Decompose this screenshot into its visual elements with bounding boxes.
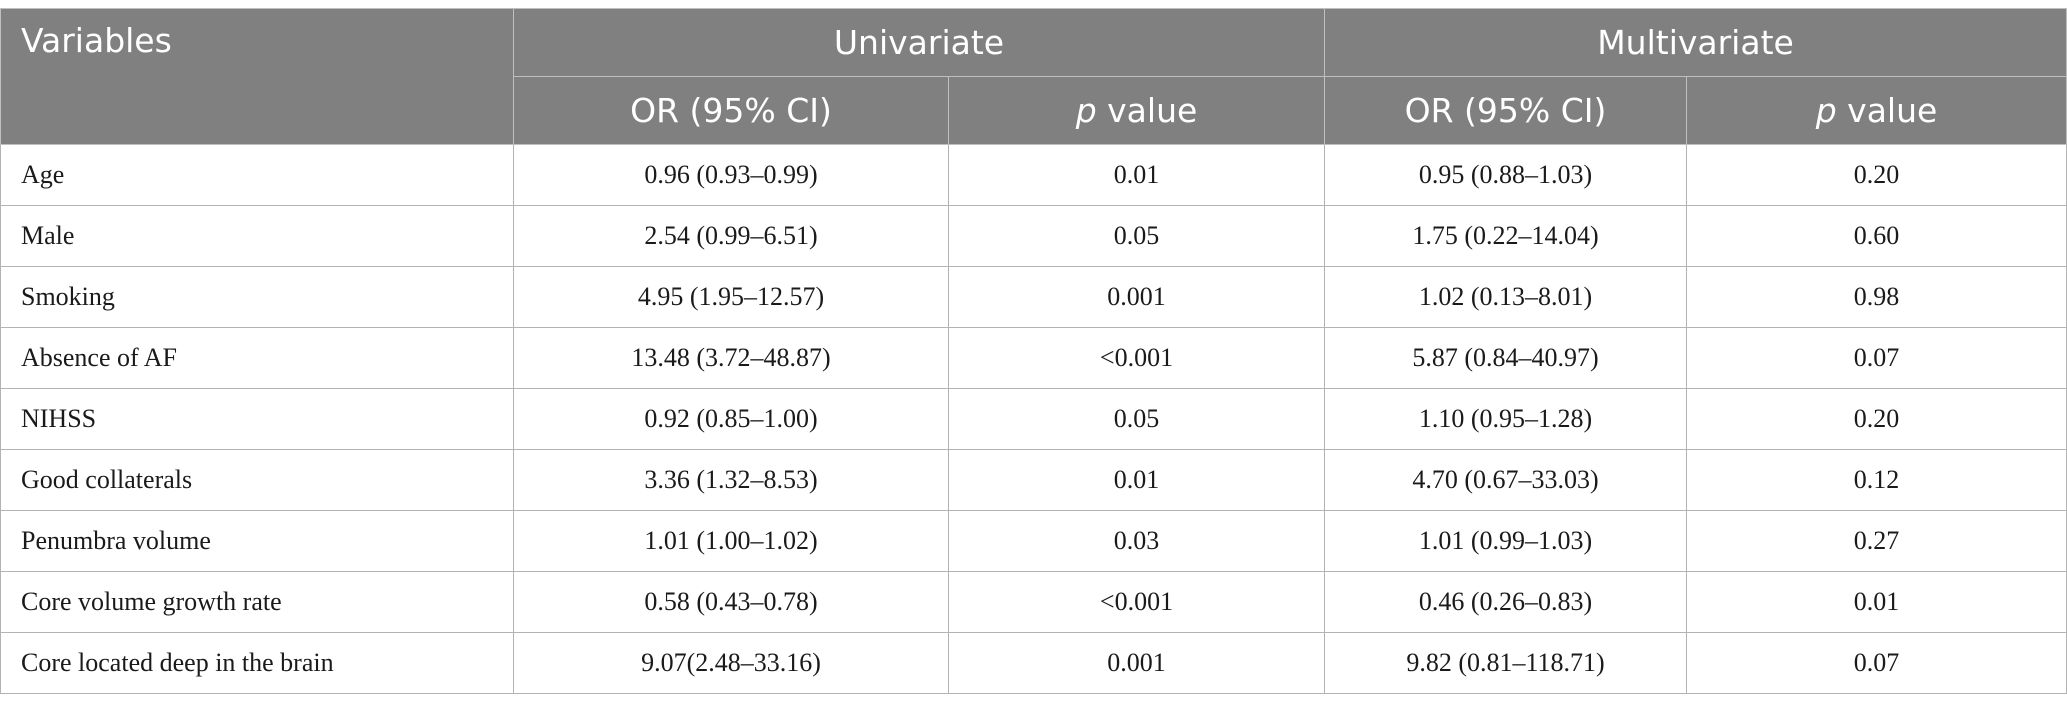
multivariate-p: 0.27: [1686, 510, 2067, 572]
multivariate-or: 1.01 (0.99–1.03): [1324, 510, 1688, 572]
table-header: Variables Univariate Multivariate OR (95…: [0, 8, 2067, 145]
multivariate-p: 0.12: [1686, 449, 2067, 511]
variable-name: Penumbra volume: [0, 510, 514, 572]
header-uni-p: p value: [947, 76, 1326, 145]
multivariate-p: 0.60: [1686, 205, 2067, 267]
table-row: Absence of AF 13.48 (3.72–48.87) <0.001 …: [0, 327, 2067, 389]
univariate-or: 1.01 (1.00–1.02): [513, 510, 949, 572]
table-row: Penumbra volume 1.01 (1.00–1.02) 0.03 1.…: [0, 510, 2067, 572]
multivariate-or: 0.46 (0.26–0.83): [1324, 571, 1688, 633]
header-multi-p: p value: [1686, 76, 2067, 145]
univariate-or: 9.07(2.48–33.16): [513, 632, 949, 694]
multivariate-or: 1.10 (0.95–1.28): [1324, 388, 1688, 450]
univariate-or: 0.92 (0.85–1.00): [513, 388, 949, 450]
multivariate-p: 0.20: [1686, 144, 2067, 206]
variable-name: NIHSS: [0, 388, 514, 450]
univariate-or: 0.96 (0.93–0.99): [513, 144, 949, 206]
header-uni-or: OR (95% CI): [513, 76, 949, 145]
multivariate-p: 0.98: [1686, 266, 2067, 328]
header-univariate: Univariate: [512, 8, 1326, 77]
univariate-p: 0.001: [947, 632, 1326, 694]
variable-name: Smoking: [0, 266, 514, 328]
multivariate-p: 0.07: [1686, 632, 2067, 694]
variable-name: Absence of AF: [0, 327, 514, 389]
univariate-p: 0.05: [947, 388, 1326, 450]
p-suffix: value: [1836, 91, 1938, 130]
table-container: Variables Univariate Multivariate OR (95…: [0, 8, 2067, 694]
univariate-p: 0.01: [947, 449, 1326, 511]
p-letter: p: [1075, 91, 1097, 130]
p-letter: p: [1815, 91, 1837, 130]
table-row: Good collaterals 3.36 (1.32–8.53) 0.01 4…: [0, 449, 2067, 511]
univariate-or: 2.54 (0.99–6.51): [513, 205, 949, 267]
table-row: Core located deep in the brain 9.07(2.48…: [0, 632, 2067, 694]
multivariate-p: 0.07: [1686, 327, 2067, 389]
univariate-p: <0.001: [947, 571, 1326, 633]
univariate-p: 0.03: [947, 510, 1326, 572]
multivariate-or: 4.70 (0.67–33.03): [1324, 449, 1688, 511]
table-row: Core volume growth rate 0.58 (0.43–0.78)…: [0, 571, 2067, 633]
multivariate-or: 9.82 (0.81–118.71): [1324, 632, 1688, 694]
multivariate-or: 1.02 (0.13–8.01): [1324, 266, 1688, 328]
table-body: Age 0.96 (0.93–0.99) 0.01 0.95 (0.88–1.0…: [0, 144, 2067, 694]
header-row-2: OR (95% CI) p value OR (95% CI) p value: [1, 76, 2067, 145]
variable-name: Core located deep in the brain: [0, 632, 514, 694]
variable-name: Age: [0, 144, 514, 206]
univariate-or: 0.58 (0.43–0.78): [513, 571, 949, 633]
variable-name: Core volume growth rate: [0, 571, 514, 633]
table-row: Smoking 4.95 (1.95–12.57) 0.001 1.02 (0.…: [0, 266, 2067, 328]
table-row: Male 2.54 (0.99–6.51) 0.05 1.75 (0.22–14…: [0, 205, 2067, 267]
univariate-or: 4.95 (1.95–12.57): [513, 266, 949, 328]
multivariate-or: 1.75 (0.22–14.04): [1324, 205, 1688, 267]
variable-name: Male: [0, 205, 514, 267]
table-row: NIHSS 0.92 (0.85–1.00) 0.05 1.10 (0.95–1…: [0, 388, 2067, 450]
header-row-1: Variables Univariate Multivariate: [0, 8, 2067, 145]
univariate-p: 0.001: [947, 266, 1326, 328]
table-row: Age 0.96 (0.93–0.99) 0.01 0.95 (0.88–1.0…: [0, 144, 2067, 206]
multivariate-or: 5.87 (0.84–40.97): [1324, 327, 1688, 389]
multivariate-p: 0.20: [1686, 388, 2067, 450]
univariate-or: 3.36 (1.32–8.53): [513, 449, 949, 511]
univariate-p: 0.01: [947, 144, 1326, 206]
univariate-p: <0.001: [947, 327, 1326, 389]
header-multivariate: Multivariate: [1324, 8, 2067, 77]
header-multi-or: OR (95% CI): [1324, 76, 1688, 145]
multivariate-p: 0.01: [1686, 571, 2067, 633]
p-suffix: value: [1096, 91, 1198, 130]
header-variables: Variables: [0, 8, 514, 145]
variable-name: Good collaterals: [0, 449, 514, 511]
univariate-p: 0.05: [947, 205, 1326, 267]
univariate-or: 13.48 (3.72–48.87): [513, 327, 949, 389]
regression-table: Variables Univariate Multivariate OR (95…: [0, 8, 2067, 694]
multivariate-or: 0.95 (0.88–1.03): [1324, 144, 1688, 206]
